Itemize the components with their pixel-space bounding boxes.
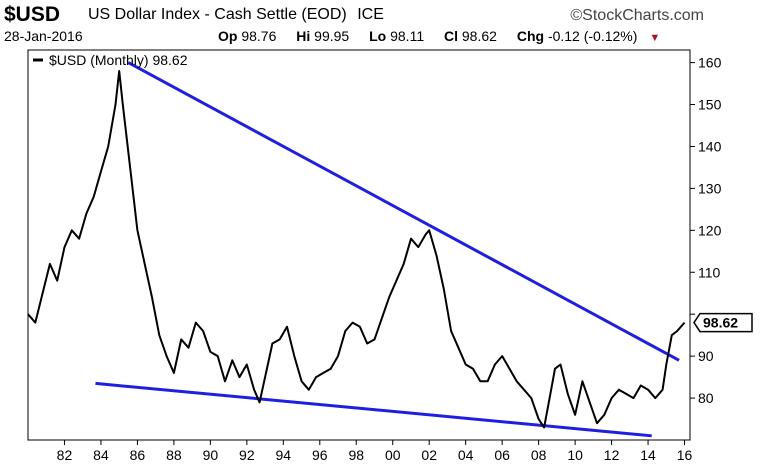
high-value: 99.95 bbox=[314, 28, 350, 44]
x-tick-label-10: 02 bbox=[421, 447, 437, 463]
change-value: -0.12 (-0.12%) bbox=[547, 28, 638, 44]
open-label: Op bbox=[218, 28, 238, 44]
last-value-label: 98.62 bbox=[703, 315, 738, 331]
x-axis: 82 84 86 88 90 92 94 96 98 00 02 04 06 08 10 12 14 16 bbox=[57, 440, 693, 463]
high-label: Hi bbox=[296, 28, 311, 44]
low-label: Lo bbox=[369, 28, 387, 44]
series-line-0 bbox=[27, 70, 686, 429]
y-axis: 80 90 110 120 130 140 150 160 bbox=[690, 55, 722, 406]
x-tick-label-1: 84 bbox=[93, 447, 109, 463]
trendline-1 bbox=[95, 381, 652, 438]
chart-title: US Dollar Index - Cash Settle (EOD) ICE bbox=[88, 6, 384, 24]
symbol: $USD bbox=[4, 3, 61, 26]
title-text: US Dollar Index - Cash Settle (EOD) bbox=[88, 6, 347, 23]
series bbox=[27, 70, 686, 429]
y-tick-label-0: 80 bbox=[698, 390, 714, 406]
x-tick-label-17: 16 bbox=[677, 447, 693, 463]
y-tick-label-4: 120 bbox=[698, 222, 722, 238]
close-label: Cl bbox=[444, 28, 458, 44]
x-tick-label-0: 82 bbox=[57, 447, 73, 463]
change-label: Chg bbox=[516, 28, 545, 44]
brand-link[interactable]: ©StockCharts.com bbox=[570, 7, 704, 24]
x-tick-label-8: 98 bbox=[348, 447, 364, 463]
down-arrow-icon: ▼ bbox=[649, 32, 661, 44]
legend-text: $USD (Monthly) 98.62 bbox=[49, 52, 188, 68]
last-value-flag bbox=[693, 312, 753, 333]
y-tick-label-5: 130 bbox=[698, 180, 722, 196]
x-tick-label-7: 96 bbox=[312, 447, 328, 463]
x-tick-label-5: 92 bbox=[239, 447, 255, 463]
x-tick-label-14: 10 bbox=[567, 447, 583, 463]
trendlines bbox=[95, 61, 680, 438]
x-tick-label-4: 90 bbox=[203, 447, 219, 463]
x-tick-label-11: 04 bbox=[458, 447, 474, 463]
last-value-box: 98.62 bbox=[693, 312, 753, 333]
y-tick-label-6: 140 bbox=[698, 138, 722, 154]
plot-frame bbox=[27, 49, 691, 441]
y-tick-label-1: 90 bbox=[698, 348, 714, 364]
chart-header: $USD US Dollar Index - Cash Settle (EOD)… bbox=[0, 0, 760, 48]
exchange: ICE bbox=[357, 6, 384, 23]
x-tick-label-3: 88 bbox=[166, 447, 182, 463]
x-tick-label-12: 06 bbox=[494, 447, 510, 463]
legend: $USD (Monthly) 98.62 bbox=[33, 52, 188, 68]
trendline-0 bbox=[127, 61, 680, 362]
x-tick-label-15: 12 bbox=[604, 447, 620, 463]
date: 28-Jan-2016 bbox=[4, 28, 83, 44]
low-value: 98.11 bbox=[390, 28, 425, 44]
open-value: 98.76 bbox=[241, 28, 277, 44]
x-tick-label-13: 08 bbox=[531, 447, 547, 463]
close-value: 98.62 bbox=[461, 28, 497, 44]
x-tick-label-9: 00 bbox=[385, 447, 401, 463]
x-tick-label-2: 86 bbox=[130, 447, 146, 463]
y-tick-label-8: 160 bbox=[698, 55, 722, 71]
x-tick-label-16: 14 bbox=[640, 447, 656, 463]
y-tick-label-7: 150 bbox=[698, 97, 722, 113]
y-tick-label-3: 110 bbox=[698, 264, 721, 280]
ohlc-readout: Op 98.76 Hi 99.95 Lo 98.11 Cl 98.62 Chg … bbox=[218, 28, 676, 44]
x-tick-label-6: 94 bbox=[276, 447, 292, 463]
